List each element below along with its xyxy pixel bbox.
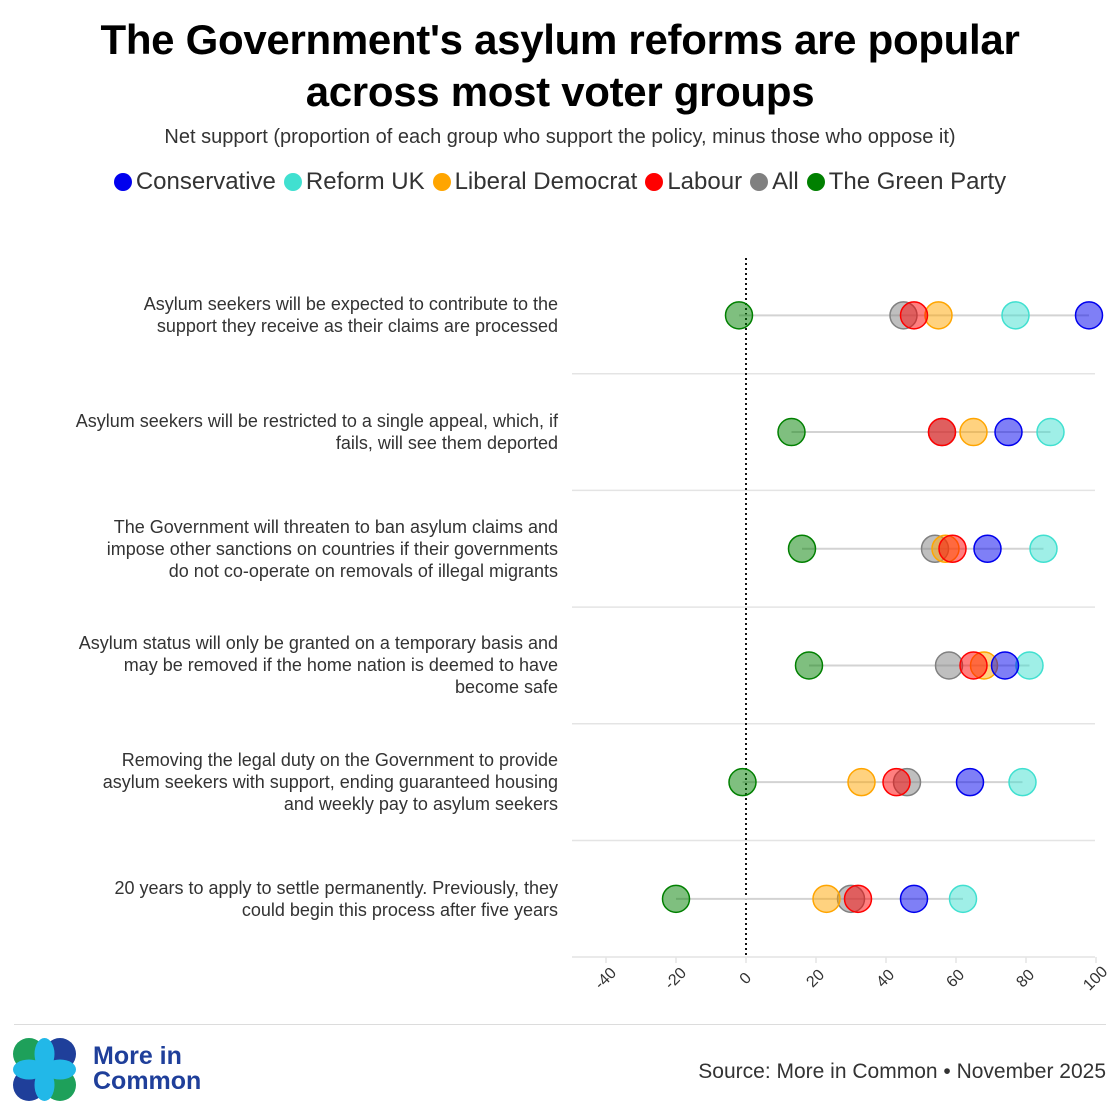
dot-the-green-party [787, 534, 817, 563]
dot-conservative [973, 534, 1002, 563]
row-label-line: Asylum seekers will be expected to contr… [143, 294, 558, 315]
x-tick-label: 100 [1080, 963, 1111, 994]
logo-line-1: More in [93, 1042, 182, 1070]
legend-label: All [772, 168, 799, 195]
legend-dot-icon [432, 173, 451, 191]
x-tick-label: 80 [1013, 966, 1038, 991]
x-tick-label: -20 [662, 965, 690, 993]
dot-reform-uk [1015, 651, 1044, 680]
dot-conservative [994, 417, 1023, 447]
source-note: Source: More in Common • November 2025 [698, 1060, 1106, 1083]
x-tick-label: 20 [803, 966, 828, 991]
row-label: 20 years to apply to settle permanently.… [0, 877, 558, 921]
dot-reform-uk [1008, 767, 1037, 797]
legend-item-reform-uk: Reform UK [283, 168, 425, 196]
dot-the-green-party [728, 767, 757, 797]
x-tick-label: 60 [943, 966, 968, 991]
dot-reform-uk [1029, 534, 1058, 563]
legend-dot-icon [750, 173, 769, 191]
dot-the-green-party [661, 884, 691, 914]
row-label-line: could begin this process after five year… [241, 899, 558, 920]
footer-divider [14, 1024, 1106, 1025]
dot-labour [959, 651, 988, 680]
more-in-common-logo-icon [13, 1038, 76, 1101]
dot-reform-uk [1036, 417, 1065, 447]
row-label: Removing the legal duty on the Governmen… [0, 749, 558, 815]
dot-reform-uk [1001, 301, 1030, 330]
dot-conservative [955, 767, 985, 797]
title-line-2: across most voter groups [305, 68, 815, 115]
row-label-line: impose other sanctions on countries if t… [106, 538, 558, 559]
row-label: Asylum seekers will be restricted to a s… [0, 410, 558, 454]
dot-reform-uk [948, 884, 978, 914]
legend-label: The Green Party [828, 168, 1007, 195]
chart-title: The Government's asylum reforms are popu… [0, 14, 1120, 118]
dot-liberal-democrat [812, 884, 841, 914]
dot-the-green-party [794, 651, 824, 680]
legend-dot-icon [806, 173, 825, 191]
dot-conservative [990, 651, 1020, 680]
row-label-line: asylum seekers with support, ending guar… [102, 772, 558, 793]
x-tick-label: 0 [737, 970, 755, 988]
logo-line-2: Common [93, 1067, 202, 1095]
dot-liberal-democrat [924, 301, 953, 330]
dot-liberal-democrat [959, 417, 988, 447]
row-label-line: The Government will threaten to ban asyl… [113, 516, 558, 537]
row-label-line: Removing the legal duty on the Governmen… [121, 750, 558, 771]
chart-subtitle: Net support (proportion of each group wh… [164, 126, 956, 148]
legend-item-conservative: Conservative [113, 168, 276, 196]
legend: Conservative Reform UK Liberal Democrat … [0, 168, 1120, 196]
legend-item-liberal-democrat: Liberal Democrat [432, 168, 638, 196]
legend-label: Labour [667, 168, 743, 195]
legend-item-all: All [750, 168, 799, 196]
row-label-line: 20 years to apply to settle permanently.… [114, 877, 558, 898]
logo-wordmark: More in Common [93, 1044, 201, 1094]
dot-conservative [1074, 301, 1104, 330]
dot-labour [938, 534, 967, 563]
row-label-line: fails, will see them deported [335, 433, 558, 454]
row-label-line: become safe [454, 677, 558, 698]
dot-all [934, 651, 964, 680]
dot-the-green-party [777, 417, 806, 447]
x-tick-label: -40 [592, 965, 620, 993]
row-label-line: and weekly pay to asylum seekers [283, 794, 558, 815]
legend-item-labour: Labour [645, 168, 742, 196]
x-tick-label: 40 [873, 966, 898, 991]
row-label-line: Asylum seekers will be restricted to a s… [75, 411, 558, 432]
row-label-line: do not co-operate on removals of illegal… [168, 560, 558, 581]
dot-labour [882, 767, 911, 797]
legend-dot-icon [283, 173, 302, 191]
row-label: Asylum seekers will be expected to contr… [0, 293, 558, 337]
row-label: The Government will threaten to ban asyl… [0, 516, 558, 582]
legend-dot-icon [113, 173, 132, 191]
dot-labour [899, 301, 929, 330]
dot-labour [843, 884, 873, 914]
dot-plot: -40 -20 0 20 40 60 80 100 [572, 258, 1111, 994]
title-line-1: The Government's asylum reforms are popu… [100, 16, 1020, 63]
legend-label: Liberal Democrat [454, 168, 638, 195]
row-label-line: Asylum status will only be granted on a … [78, 633, 558, 654]
legend-label: Conservative [135, 168, 276, 195]
dot-the-green-party [724, 301, 754, 330]
dot-labour [927, 417, 957, 447]
row-label-line: support they receive as their claims are… [156, 316, 558, 337]
legend-label: Reform UK [305, 168, 425, 195]
legend-dot-icon [645, 173, 664, 191]
dot-liberal-democrat [847, 767, 876, 797]
dot-conservative [899, 884, 929, 914]
row-label: Asylum status will only be granted on a … [0, 632, 558, 698]
legend-item-green-party: The Green Party [806, 168, 1007, 196]
row-label-line: may be removed if the home nation is dee… [123, 655, 558, 676]
